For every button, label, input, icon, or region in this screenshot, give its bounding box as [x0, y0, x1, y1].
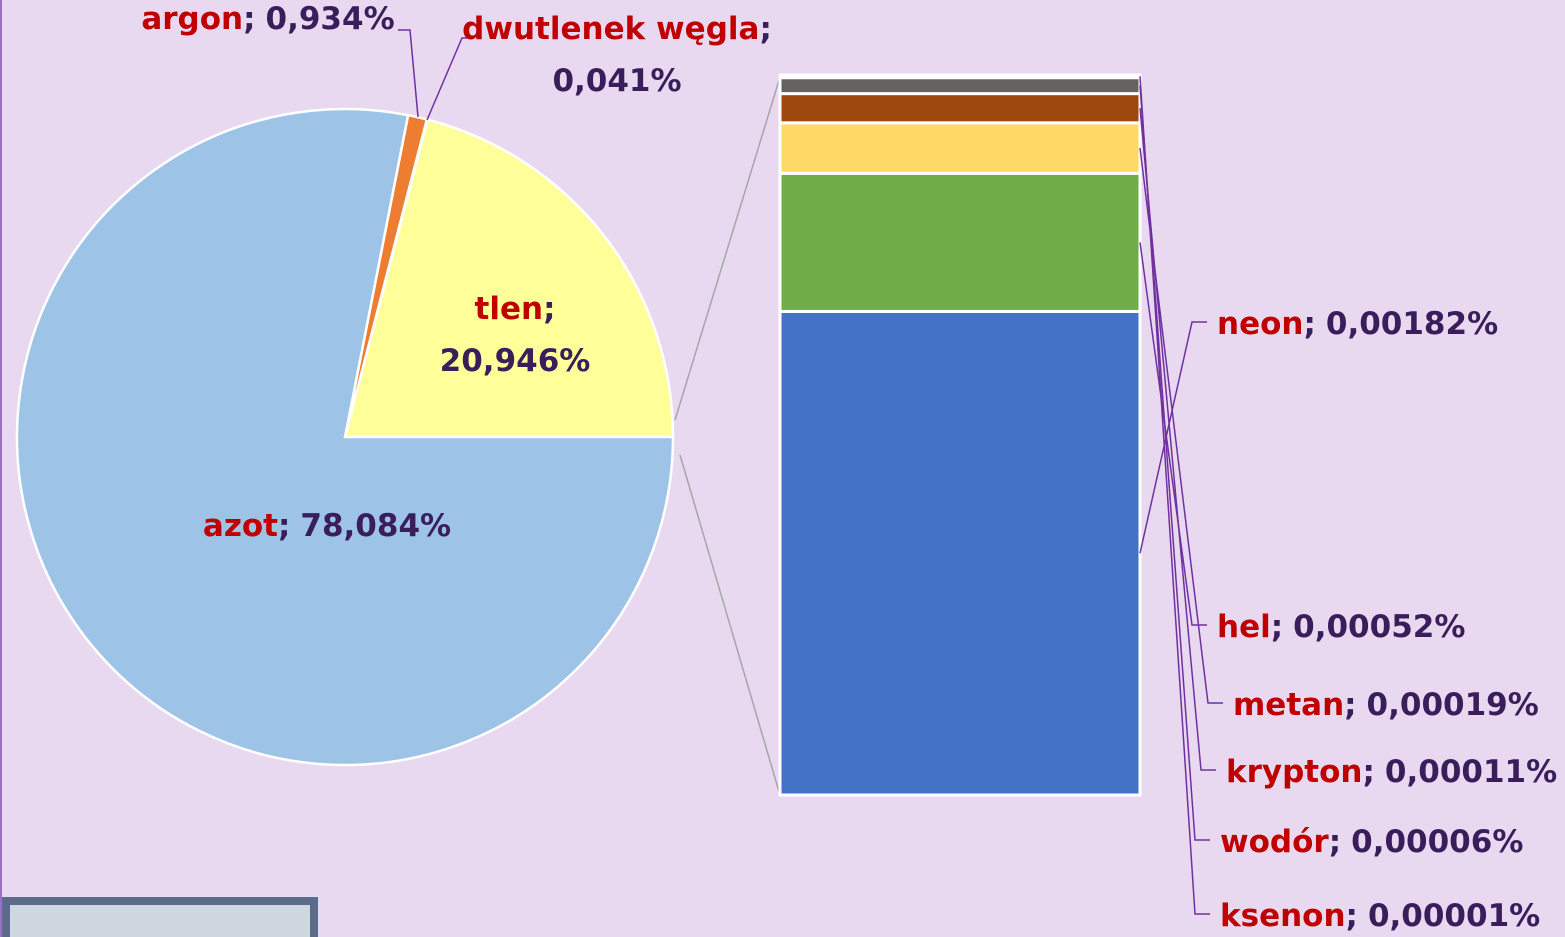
label-separator: ; — [1344, 687, 1356, 723]
label-name: dwutlenek węgla — [462, 11, 759, 47]
label-name: ksenon — [1220, 898, 1346, 934]
label-name: tlen — [475, 291, 544, 327]
bar-segment — [780, 78, 1140, 94]
label-name: krypton — [1226, 754, 1363, 790]
bar-segment — [780, 75, 1140, 78]
data-label: metan; 0,00019% — [1233, 687, 1539, 723]
label-name: neon — [1217, 306, 1303, 342]
label-separator: ; — [278, 508, 290, 544]
label-value: 78,084% — [300, 508, 451, 544]
chart: tlen; 20,946% dwutlenek węgla; 0,041% argon;… — [0, 0, 1565, 937]
label-value: 0,00011% — [1385, 754, 1557, 790]
bar-segment — [780, 173, 1140, 311]
label-separator: ; — [1363, 754, 1375, 790]
label-separator: ; — [1346, 898, 1358, 934]
data-label: argon; 0,934% — [141, 1, 394, 37]
label-value: 20,946% — [440, 343, 591, 379]
label-value: 0,00052% — [1293, 609, 1465, 645]
label-separator: ; — [1329, 824, 1341, 860]
data-label: neon; 0,00182% — [1217, 306, 1498, 342]
label-separator: ; — [759, 11, 771, 47]
label-name: argon — [141, 1, 243, 37]
label-value: 0,041% — [552, 63, 681, 99]
data-label: wodór; 0,00006% — [1220, 824, 1523, 860]
label-name: hel — [1217, 609, 1271, 645]
label-value: 0,00019% — [1367, 687, 1539, 723]
label-separator: ; — [1303, 306, 1315, 342]
bar-segment — [780, 311, 1140, 795]
data-label: hel; 0,00052% — [1217, 609, 1465, 645]
data-label: krypton; 0,00011% — [1226, 754, 1557, 790]
label-separator: ; — [243, 1, 255, 37]
label-separator: ; — [1271, 609, 1283, 645]
logo-inner — [10, 905, 310, 937]
label-value: 0,934% — [266, 1, 395, 37]
label-name: azot — [203, 508, 278, 544]
label-name: metan — [1233, 687, 1344, 723]
data-label: ksenon; 0,00001% — [1220, 898, 1540, 934]
data-label: azot; 78,084% — [203, 508, 451, 544]
label-separator: ; — [543, 291, 555, 327]
label-name: wodór — [1220, 824, 1329, 860]
bar-segment — [780, 123, 1140, 173]
label-value: 0,00001% — [1368, 898, 1540, 934]
bar-segment — [780, 94, 1140, 123]
label-value: 0,00006% — [1351, 824, 1523, 860]
label-value: 0,00182% — [1326, 306, 1498, 342]
